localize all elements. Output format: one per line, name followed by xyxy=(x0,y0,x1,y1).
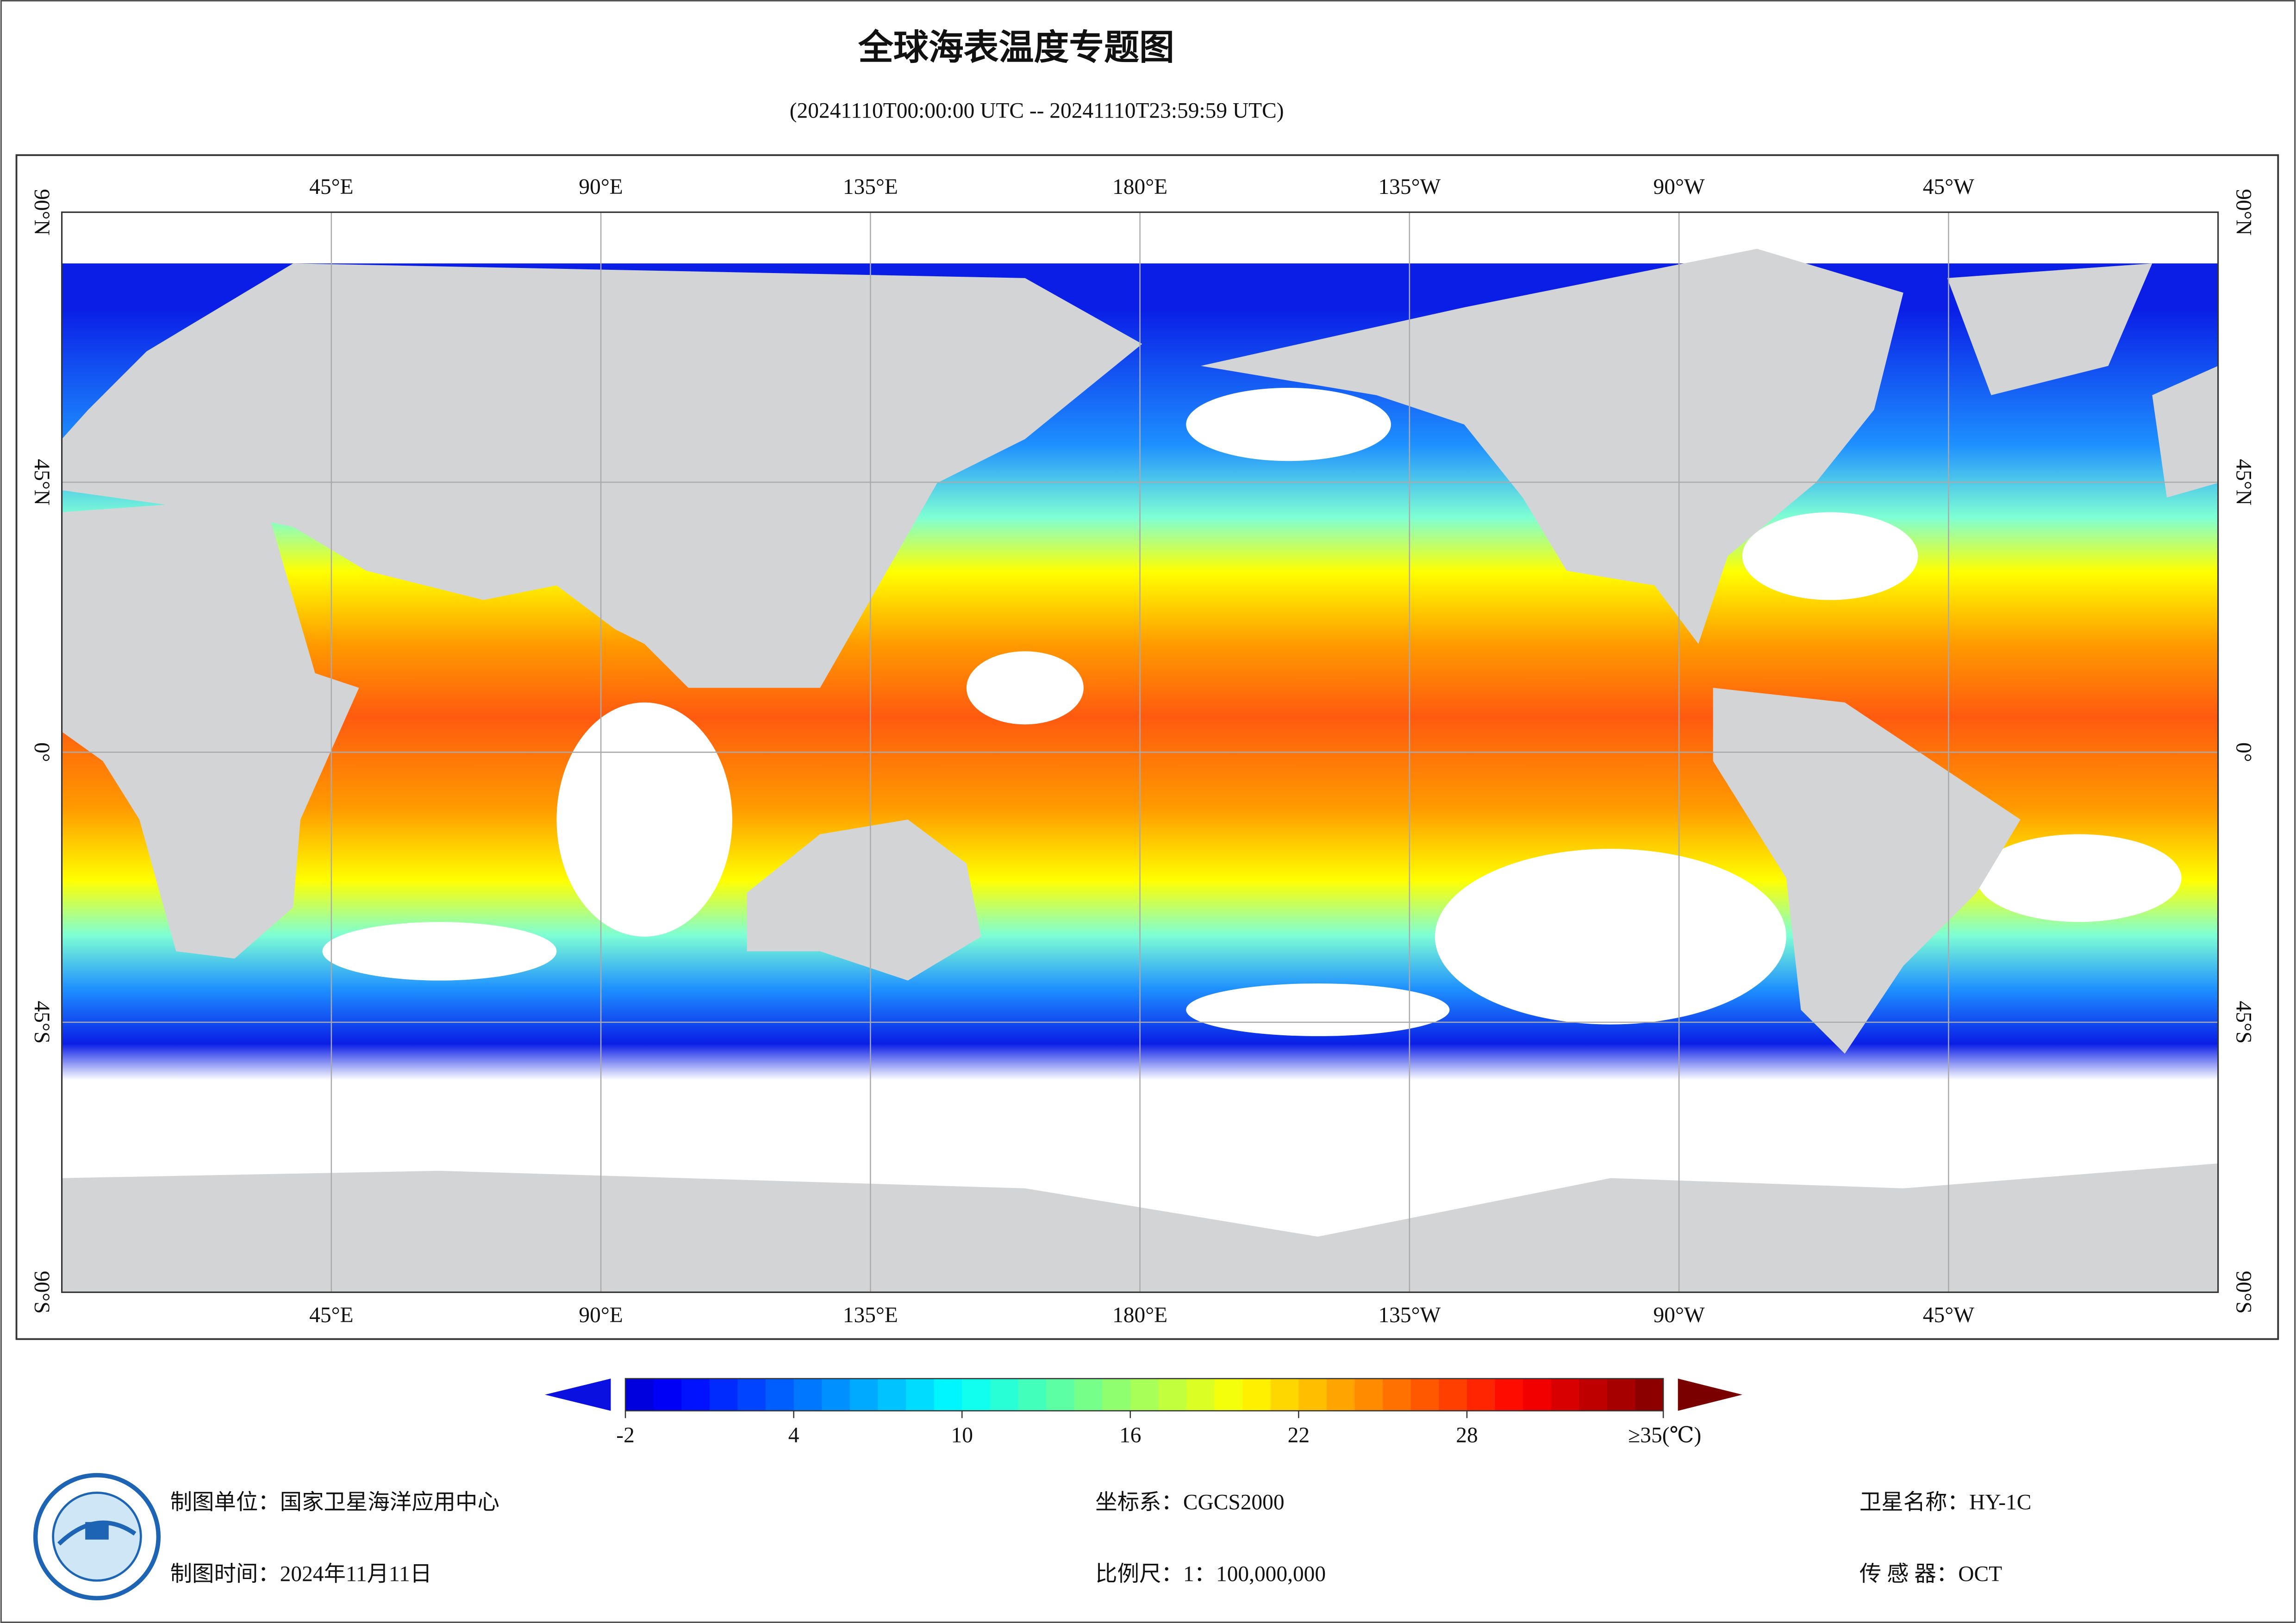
colorbar-step xyxy=(1383,1378,1411,1411)
colorbar-step xyxy=(1410,1378,1440,1411)
lat-label: 45°S xyxy=(2231,1001,2255,1044)
colorbar-step xyxy=(934,1378,963,1411)
map-date: 制图时间：2024年11月11日 xyxy=(170,1562,432,1586)
colorbar-step xyxy=(1579,1378,1608,1411)
scale: 比例尺：1：100,000,000 xyxy=(1095,1562,1326,1586)
colorbar-step xyxy=(625,1378,654,1411)
colorbar-step xyxy=(766,1378,794,1411)
colorbar-step xyxy=(1046,1378,1075,1411)
colorbar-low-arrow xyxy=(545,1378,611,1411)
lon-label: 45°E xyxy=(309,1303,353,1327)
lon-label: 180°E xyxy=(1112,1303,1167,1327)
lon-label: 180°E xyxy=(1112,175,1167,199)
lat-label: 45°N xyxy=(2231,459,2255,506)
colorbar-step xyxy=(1018,1378,1047,1411)
colorbar-step xyxy=(962,1378,991,1411)
lon-label: 135°E xyxy=(843,175,898,199)
map-frame xyxy=(15,154,2279,1340)
lon-label: 90°E xyxy=(579,175,623,199)
lat-label: 90°S xyxy=(2231,1271,2255,1314)
colorbar-step xyxy=(709,1378,738,1411)
lon-label: 90°W xyxy=(1653,1303,1705,1327)
colorbar-step xyxy=(1130,1378,1159,1411)
colorbar-high-arrow xyxy=(1678,1378,1742,1411)
lon-label: 45°W xyxy=(1923,175,1974,199)
colorbar-tick-label: 28 xyxy=(1456,1423,1478,1447)
colorbar-step xyxy=(1242,1378,1271,1411)
colorbar-step xyxy=(1158,1378,1187,1411)
colorbar-step xyxy=(1466,1378,1496,1411)
colorbar-step xyxy=(737,1378,766,1411)
colorbar-step xyxy=(1607,1378,1636,1411)
colorbar-step xyxy=(1439,1378,1467,1411)
colorbar-step xyxy=(1635,1378,1664,1411)
colorbar-step xyxy=(1354,1378,1384,1411)
satellite: 卫星名称：HY-1C xyxy=(1859,1491,2031,1515)
colorbar-step xyxy=(1074,1378,1103,1411)
colorbar-step xyxy=(1102,1378,1131,1411)
colorbar-step xyxy=(822,1378,850,1411)
organization: 制图单位：国家卫星海洋应用中心 xyxy=(170,1491,499,1515)
lon-label: 135°W xyxy=(1378,175,1441,199)
colorbar: -2 4 10 16 22 28 ≥35(℃) xyxy=(545,1378,1742,1447)
subtitle: (20241110T00:00:00 UTC -- 20241110T23:59… xyxy=(790,99,1284,123)
lon-label: 135°E xyxy=(843,1303,898,1327)
lat-label: 90°N xyxy=(2231,189,2255,236)
colorbar-tick-label: ≥35(℃) xyxy=(1628,1423,1701,1447)
colorbar-step xyxy=(1186,1378,1215,1411)
lon-label: 90°W xyxy=(1653,175,1705,199)
colorbar-step xyxy=(793,1378,823,1411)
colorbar-tick-label: 10 xyxy=(951,1423,973,1447)
colorbar-step xyxy=(1214,1378,1243,1411)
lon-label: 45°W xyxy=(1923,1303,1974,1327)
colorbar-step xyxy=(653,1378,682,1411)
sensor: 传 感 器：OCT xyxy=(1859,1562,2002,1586)
lat-label: 45°S xyxy=(30,1001,54,1044)
colorbar-step xyxy=(1495,1378,1524,1411)
map-border xyxy=(61,211,2219,1293)
crs: 坐标系：CGCS2000 xyxy=(1095,1491,1284,1515)
colorbar-step xyxy=(1551,1378,1580,1411)
lat-label: 0° xyxy=(2231,742,2255,762)
colorbar-step xyxy=(878,1378,906,1411)
lon-label: 90°E xyxy=(579,1303,623,1327)
lon-label: 45°E xyxy=(309,175,353,199)
lat-label: 90°S xyxy=(30,1271,54,1314)
colorbar-step xyxy=(906,1378,935,1411)
lon-label: 135°W xyxy=(1378,1303,1441,1327)
colorbar-step xyxy=(1326,1378,1355,1411)
lat-label: 90°N xyxy=(30,189,54,236)
lat-label: 0° xyxy=(30,742,54,762)
lat-label: 45°N xyxy=(30,459,54,506)
colorbar-step xyxy=(1523,1378,1552,1411)
colorbar-step xyxy=(1270,1378,1299,1411)
colorbar-outline xyxy=(624,1378,1664,1412)
colorbar-step xyxy=(1298,1378,1327,1411)
colorbar-tick-label: -2 xyxy=(616,1423,635,1447)
colorbar-tick-label: 4 xyxy=(788,1423,799,1447)
logo xyxy=(33,1473,161,1600)
title: 全球海表温度专题图 xyxy=(858,27,1174,68)
colorbar-step xyxy=(849,1378,879,1411)
colorbar-step xyxy=(990,1378,1019,1411)
colorbar-tick-label: 16 xyxy=(1119,1423,1141,1447)
colorbar-tick-label: 22 xyxy=(1288,1423,1310,1447)
colorbar-step xyxy=(681,1378,710,1411)
